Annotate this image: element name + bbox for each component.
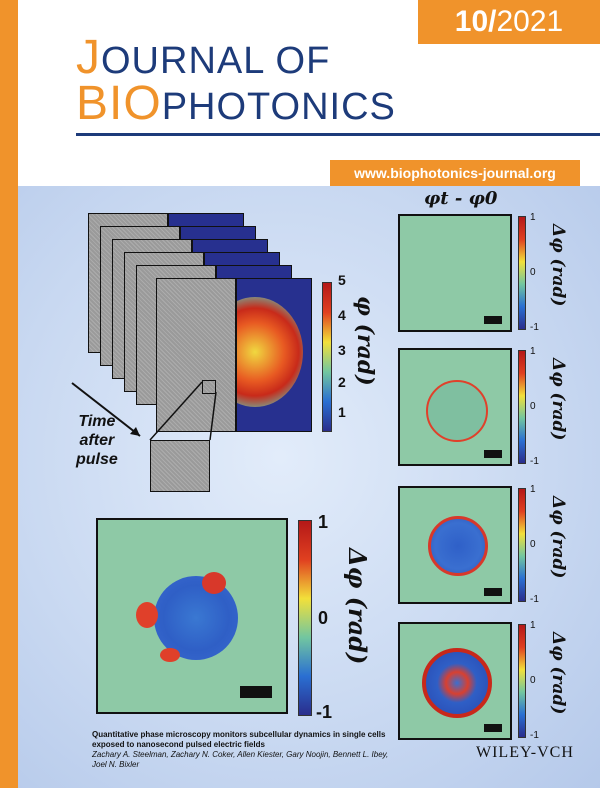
zoom-inset	[150, 440, 210, 492]
left-accent-bar	[0, 0, 18, 788]
issue-year: 2021	[496, 5, 564, 38]
small-cbar-tick: -1	[530, 456, 539, 467]
small-cbar-tick: 1	[530, 346, 536, 357]
caption-title: Quantitative phase microscopy monitors s…	[92, 730, 386, 749]
small-cbar-tick: 0	[530, 401, 536, 412]
journal-title-line2: BIOPHOTONICS	[76, 77, 396, 130]
caption-authors: Zachary A. Steelman, Zachary N. Coker, A…	[92, 750, 389, 769]
small-cbar-label: Δφ (rad)	[548, 358, 568, 441]
stack-cbar-tick: 4	[338, 307, 346, 323]
phase-difference-header: φt - φ0	[424, 188, 498, 209]
small-cbar-tick: -1	[530, 730, 539, 741]
journal-url[interactable]: www.biophotonics-journal.org	[354, 165, 556, 181]
stack-colorbar	[322, 282, 332, 432]
cover-caption: Quantitative phase microscopy monitors s…	[92, 730, 392, 770]
stack-cbar-tick: 2	[338, 374, 346, 390]
stack-cbar-tick: 1	[338, 404, 346, 420]
scale-bar	[240, 686, 272, 698]
journal-title-line1: JOURNAL OF	[76, 31, 331, 84]
large-phase-difference-panel	[96, 518, 288, 714]
large-cbar-tick: 1	[318, 512, 329, 532]
time-after-pulse-label: Time after pulse	[76, 413, 118, 468]
zoom-highlight-box	[202, 380, 216, 394]
large-cbar-label: Δφ (rad)	[343, 548, 372, 665]
stack-frame-front-raw	[156, 278, 236, 432]
small-cbar-label: Δφ (rad)	[548, 224, 568, 307]
small-cbar-label: Δφ (rad)	[548, 496, 568, 579]
stack-cbar-tick: 3	[338, 342, 346, 358]
large-colorbar	[298, 520, 312, 716]
small-colorbar	[518, 488, 526, 602]
large-cbar-tick: -1	[316, 702, 333, 722]
small-cbar-label: Δφ (rad)	[548, 632, 568, 715]
issue-badge: 10/2021	[418, 0, 600, 44]
phase-panel-1	[398, 214, 512, 332]
journal-url-badge: www.biophotonics-journal.org	[330, 160, 580, 186]
small-cbar-tick: -1	[530, 322, 539, 333]
small-cbar-tick: 1	[530, 620, 536, 631]
stack-cbar-label: φ (rad)	[352, 296, 378, 386]
large-cbar-tick: 0	[318, 608, 329, 628]
small-cbar-tick: 0	[530, 675, 536, 686]
phase-panel-2	[398, 348, 512, 466]
small-colorbar	[518, 350, 526, 464]
stack-frame-front-phase	[236, 278, 312, 432]
phase-panel-4	[398, 622, 512, 740]
issue-number: 10/	[454, 5, 497, 38]
phase-panel-3	[398, 486, 512, 604]
title-rule	[76, 133, 600, 136]
stack-cbar-tick: 5	[338, 272, 346, 288]
small-cbar-tick: -1	[530, 594, 539, 605]
publisher-logo: WILEY-VCH	[476, 744, 574, 761]
small-cbar-tick: 0	[530, 539, 536, 550]
small-cbar-tick: 0	[530, 267, 536, 278]
small-cbar-tick: 1	[530, 484, 536, 495]
small-colorbar	[518, 624, 526, 738]
small-colorbar	[518, 216, 526, 330]
small-cbar-tick: 1	[530, 212, 536, 223]
